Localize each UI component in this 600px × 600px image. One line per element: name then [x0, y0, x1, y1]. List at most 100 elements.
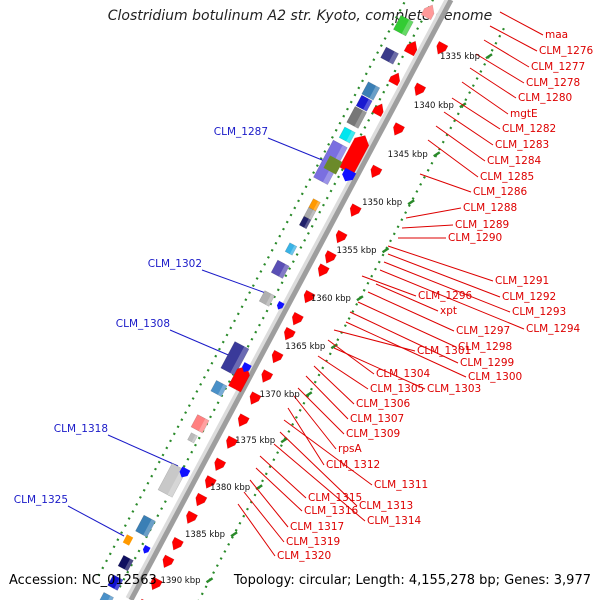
kbp-tick-label: 1375 kbp [235, 436, 275, 446]
gene-label-right: CLM_1289 [455, 219, 509, 231]
label-leader-line [361, 275, 417, 297]
gene-arrow-isolated [142, 545, 151, 554]
map-title: Clostridium botulinum A2 str. Kyoto, com… [107, 8, 493, 24]
kbp-tick-label: 1365 kbp [285, 342, 325, 352]
cds-arrow-forward [403, 40, 418, 57]
cds-arrow-reverse [291, 311, 304, 326]
cds-arrow-reverse [261, 369, 274, 383]
gene-label-right: maa [545, 29, 568, 41]
label-leader-line [499, 11, 544, 36]
gene-label-right: CLM_1298 [458, 341, 512, 353]
label-leader-line [267, 137, 328, 163]
gene-label-right: mgtE [510, 108, 538, 120]
backbone-shadow [125, 0, 451, 600]
gene-label-right: CLM_1309 [346, 428, 400, 440]
kbp-tick-label: 1370 kbp [260, 390, 300, 400]
label-leader-line [249, 479, 289, 528]
label-leader-line [297, 387, 345, 435]
cds-arrow-reverse [214, 457, 227, 472]
label-leader-line [327, 339, 375, 375]
cds-arrow-forward [228, 365, 250, 393]
gene-feature-block [380, 46, 399, 65]
cds-arrow-reverse [237, 413, 250, 427]
gene-label-right: CLM_1320 [277, 550, 331, 562]
gene-label-right: CLM_1285 [480, 171, 534, 183]
cds-arrow-forward [388, 72, 401, 87]
label-leader-line [379, 269, 525, 330]
cds-arrow-reverse [271, 349, 284, 364]
cds-arrow-reverse [335, 229, 348, 244]
gene-label-left: CLM_1325 [14, 494, 68, 506]
gene-label-right: CLM_1276 [539, 45, 594, 57]
gene-feature-block [107, 574, 124, 591]
gene-feature-block [97, 592, 114, 600]
label-leader-line [293, 395, 337, 450]
kbp-tick-mark [205, 577, 214, 584]
kbp-tick-label: 1335 kbp [440, 52, 480, 62]
gene-label-right: CLM_1312 [326, 459, 380, 471]
label-leader-line [375, 283, 439, 312]
cds-arrow-reverse [283, 326, 296, 341]
label-leader-line [201, 269, 275, 297]
label-leader-line [469, 67, 517, 99]
kbp-tick-mark [280, 437, 288, 444]
gene-block-isolated [122, 534, 134, 546]
label-leader-line [427, 139, 479, 178]
gene-label-right: CLM_1282 [502, 123, 556, 135]
gene-label-right: CLM_1290 [448, 232, 502, 244]
cds-arrow-reverse [186, 510, 198, 525]
label-leader-line [387, 245, 494, 282]
gene-label-right: CLM_1296 [418, 290, 473, 302]
label-leader-line [451, 97, 501, 130]
gene-feature-block [298, 215, 312, 230]
gene-arrow-isolated [179, 466, 191, 478]
cds-arrow-reverse [226, 435, 238, 450]
label-leader-line [333, 329, 416, 352]
gene-feature-block [220, 341, 250, 376]
label-leader-line [443, 111, 494, 146]
kbp-tick-label: 1390 kbp [160, 576, 200, 586]
gene-label-right: CLM_1291 [495, 275, 549, 287]
label-leader-line [401, 224, 454, 229]
gene-label-right: CLM_1315 [308, 492, 362, 504]
label-leader-line [255, 467, 303, 512]
gene-feature-block [210, 380, 228, 397]
gene-label-right: CLM_1319 [286, 536, 340, 548]
gene-feature-block [393, 14, 414, 37]
kbp-tick-mark [381, 247, 390, 254]
kbp-tick-label: 1380 kbp [210, 483, 250, 493]
gene-label-right: CLM_1286 [473, 186, 528, 198]
topology-text: Topology: circular; Length: 4,155,278 bp… [233, 573, 591, 588]
gene-label-right: CLM_1316 [304, 505, 359, 517]
gene-label-right: CLM_1277 [531, 61, 585, 73]
cds-arrow-reverse [317, 263, 330, 277]
gene-arrow-isolated [276, 301, 285, 310]
label-leader-line [367, 291, 455, 332]
left-dotted-guide [197, 27, 505, 600]
gene-label-right: rpsA [338, 443, 362, 455]
gene-label-right: CLM_1304 [376, 368, 431, 380]
label-leader-line [345, 321, 467, 378]
label-leader-line [489, 25, 538, 52]
gene-feature-block [135, 514, 156, 538]
label-leader-line [243, 491, 285, 543]
label-leader-line [435, 125, 486, 162]
label-leader-line [317, 355, 369, 390]
cds-arrow-reverse [171, 536, 184, 551]
gene-label-right: CLM_1311 [374, 479, 428, 491]
kbp-tick-label: 1385 kbp [185, 530, 225, 540]
gene-block-isolated [323, 155, 343, 175]
label-leader-line [483, 39, 530, 68]
kbp-tick-mark [230, 531, 238, 538]
kbp-tick-label: 1345 kbp [388, 150, 428, 160]
right-dotted-guide [94, 0, 407, 582]
cds-arrow-reverse [349, 203, 362, 217]
kbp-tick-mark [407, 199, 415, 206]
label-leader-line [349, 311, 459, 364]
gene-label-right: CLM_1283 [495, 139, 549, 151]
gene-feature-block [355, 94, 373, 112]
gene-label-right: CLM_1313 [359, 500, 413, 512]
label-leader-line [305, 375, 349, 420]
gene-feature-block [190, 414, 210, 434]
